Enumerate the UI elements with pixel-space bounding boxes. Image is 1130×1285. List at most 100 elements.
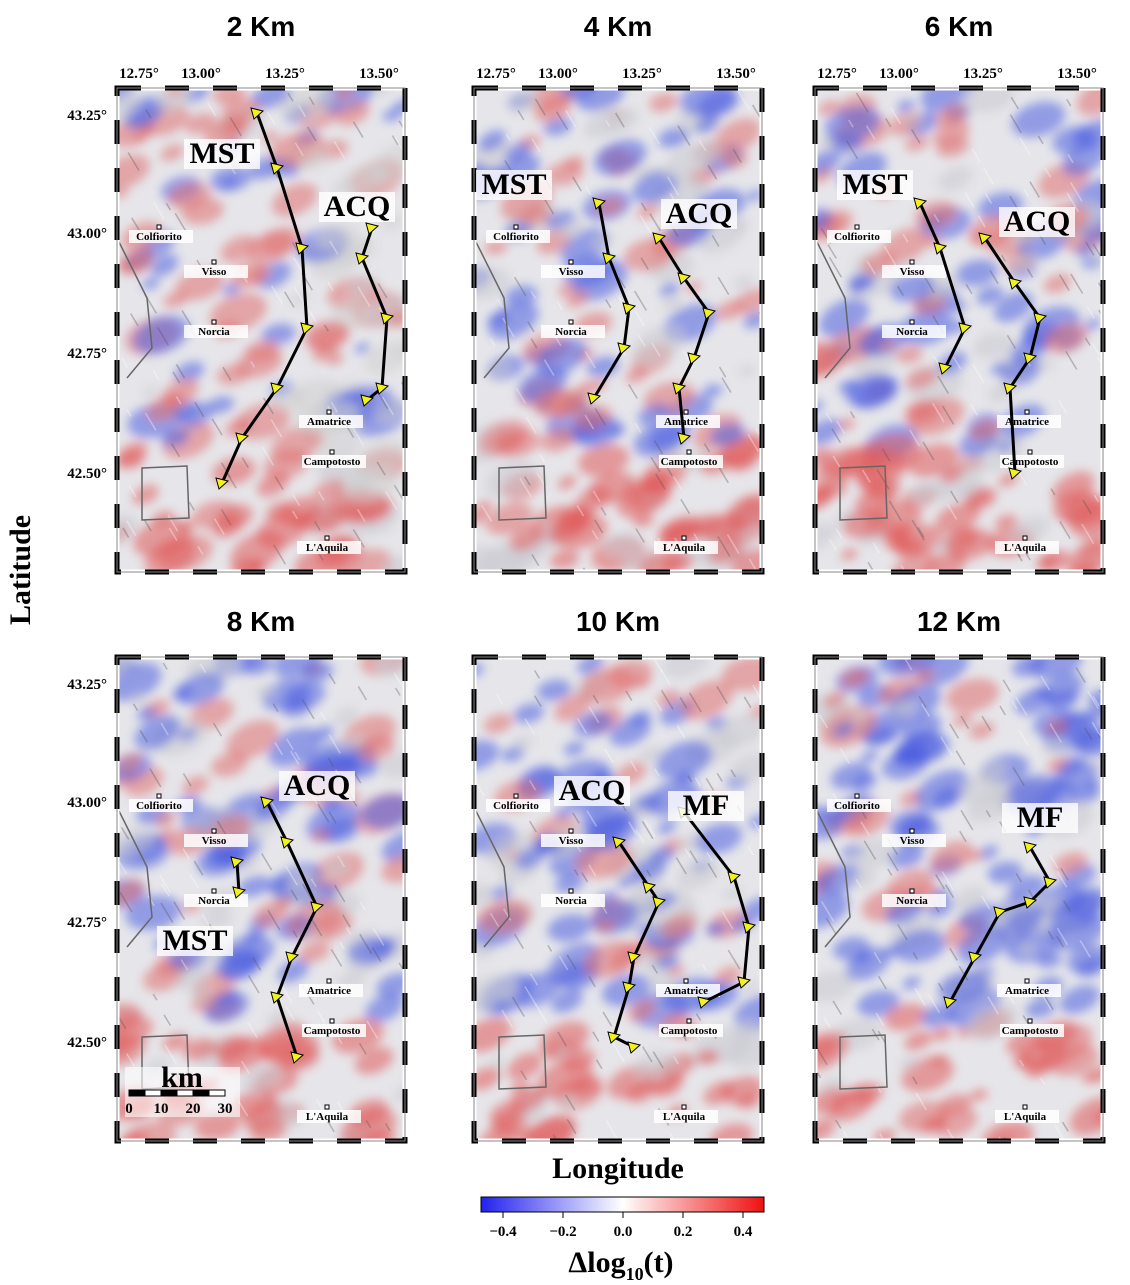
relief-blob	[856, 990, 900, 1018]
longitude-tick-label: 12.75°	[476, 66, 516, 82]
ridge	[649, 213, 661, 232]
ridge	[1047, 930, 1054, 940]
ridge	[337, 855, 346, 868]
ridge	[193, 860, 204, 876]
ridge	[1092, 696, 1100, 707]
relief-blob	[132, 130, 150, 142]
map-texture	[117, 657, 405, 1141]
ridge	[352, 121, 364, 138]
ridge	[556, 301, 563, 310]
ridge	[394, 687, 401, 696]
ridge	[1060, 867, 1069, 881]
relief-blob	[1013, 1054, 1033, 1068]
relief-blob	[226, 719, 279, 760]
relief-blob	[616, 476, 671, 519]
relief-blob	[194, 1111, 240, 1140]
ridge	[1001, 254, 1007, 262]
ridge	[989, 270, 999, 285]
relief-blob	[548, 943, 602, 985]
fault-tooth	[978, 232, 993, 245]
ridge	[162, 662, 168, 670]
relief-blob	[1042, 673, 1084, 705]
ridge	[170, 443, 181, 458]
ridge	[547, 944, 553, 952]
ridge	[1084, 337, 1091, 346]
fault-label: ACQ	[559, 774, 626, 807]
ridge	[266, 111, 276, 125]
ridge	[872, 542, 881, 554]
ridge	[118, 861, 128, 875]
scale-bar-segment	[144, 1089, 162, 1097]
ridge	[144, 412, 157, 431]
ridge	[252, 957, 262, 971]
ridge	[534, 670, 541, 679]
relief-blob	[909, 482, 945, 506]
relief-blob	[174, 965, 212, 991]
relief-blob	[221, 98, 262, 124]
ridge	[1066, 98, 1072, 107]
ridge	[1063, 900, 1071, 912]
relief-blob	[347, 937, 393, 965]
latitude-tick-label: 43.00°	[67, 226, 107, 242]
town-marker	[326, 978, 332, 984]
relief-blob	[488, 1056, 505, 1068]
ridge	[890, 107, 902, 125]
relief-blob	[592, 233, 614, 249]
relief-blob	[363, 1130, 389, 1141]
ridge	[345, 926, 352, 936]
town-label: Campotosto	[304, 456, 361, 468]
ridge	[317, 1010, 326, 1024]
relief-blob	[732, 1020, 759, 1039]
relief-blob	[184, 113, 217, 134]
relief-blob	[894, 733, 944, 767]
ridge	[965, 283, 973, 295]
frame-line	[814, 87, 1104, 573]
relief-blob	[133, 315, 190, 355]
fault-tooth	[677, 432, 692, 445]
relief-blob	[484, 239, 508, 255]
town-bg	[827, 230, 891, 243]
ridge	[721, 910, 734, 930]
relief-blob	[884, 1003, 927, 1031]
town-label: Visso	[559, 266, 584, 278]
ridge	[863, 840, 877, 860]
ridge	[654, 699, 663, 712]
fault-tooth	[592, 197, 607, 210]
town-label: L'Aquila	[663, 542, 706, 554]
frame-line	[116, 656, 406, 1142]
ridge	[732, 149, 742, 163]
relief-blob	[1048, 1043, 1099, 1077]
relief-blob	[214, 948, 263, 980]
town-label: Norcia	[198, 326, 230, 338]
relief-blob	[721, 657, 762, 691]
relief-blob	[861, 750, 879, 763]
ridge	[937, 982, 944, 991]
ridge	[317, 803, 330, 823]
relief-blob	[847, 838, 895, 872]
relief-blob	[888, 845, 924, 868]
town-bg	[541, 325, 605, 338]
town-label: Norcia	[896, 326, 928, 338]
ridge	[517, 109, 525, 121]
town-bg	[995, 1110, 1059, 1123]
ridge	[149, 768, 162, 788]
town-label: L'Aquila	[1004, 542, 1047, 554]
relief-blob	[478, 129, 507, 152]
ridge	[637, 333, 646, 347]
ridge	[311, 919, 323, 937]
relief-blob	[595, 921, 615, 934]
fault-tooth	[1023, 352, 1038, 365]
relief-blob	[216, 363, 251, 386]
ridge	[1061, 1121, 1069, 1132]
ridge	[952, 356, 962, 370]
ridge	[960, 809, 974, 831]
relief-blob	[182, 775, 209, 796]
ridge	[640, 202, 647, 211]
ridge	[307, 308, 317, 323]
colorbar-label: Δlog10(t)	[568, 1246, 673, 1284]
town-bg	[659, 455, 723, 468]
relief-blob	[520, 205, 552, 226]
town-bg	[654, 1110, 718, 1123]
ridge	[918, 695, 927, 708]
relief-blob	[476, 899, 532, 934]
